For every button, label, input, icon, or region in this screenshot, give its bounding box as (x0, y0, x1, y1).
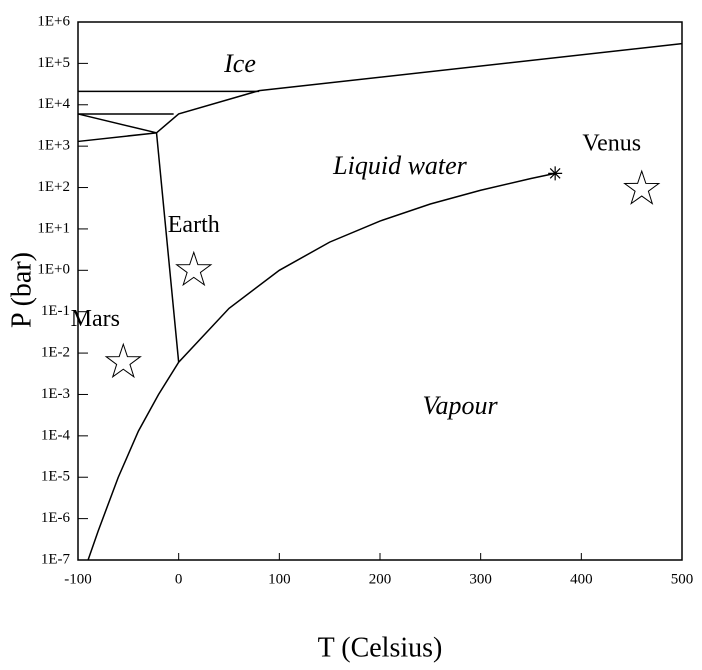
y-tick-label: 1E-6 (41, 510, 71, 526)
region-label: Vapour (422, 391, 498, 420)
critical-point (548, 166, 563, 181)
phase-boundary (77, 113, 157, 134)
x-tick-label: 0 (175, 571, 183, 587)
plot-frame (77, 21, 683, 561)
phase-boundary (155, 132, 180, 363)
y-tick-label: 1E+4 (37, 96, 70, 112)
planet-star (104, 342, 142, 379)
y-tick-label: 1E+1 (37, 220, 70, 236)
region-label: Ice (223, 49, 256, 78)
planet-label: Mars (71, 306, 120, 332)
y-tick-label: 1E+0 (37, 262, 70, 278)
y-tick-label: 1E-3 (41, 386, 70, 402)
y-tick-label: 1E-7 (41, 551, 71, 567)
y-tick-label: 1E+3 (37, 138, 70, 154)
x-tick-label: 500 (671, 571, 694, 587)
phase-boundary (77, 132, 157, 143)
x-tick-label: 200 (369, 571, 392, 587)
y-tick-label: 1E-4 (41, 427, 71, 443)
x-axis-title: T (Celsius) (318, 632, 443, 663)
x-tick-label: 100 (268, 571, 291, 587)
planet-label: Venus (582, 131, 641, 157)
planet-label: Earth (168, 212, 220, 238)
y-tick-label: 1E+5 (37, 55, 70, 71)
y-tick-label: 1E-5 (41, 469, 70, 485)
x-tick-label: 400 (570, 571, 593, 587)
planet-star (175, 250, 213, 287)
y-tick-label: 1E+2 (37, 179, 70, 195)
phase-boundary (87, 172, 556, 561)
y-tick-label: 1E-1 (41, 303, 70, 319)
y-axis-title: P (bar) (6, 252, 37, 328)
planet-star (623, 169, 661, 205)
y-tick-label: 1E-2 (41, 345, 70, 361)
phase-boundary (156, 42, 683, 134)
x-tick-label: 300 (469, 571, 492, 587)
region-label: Liquid water (332, 151, 468, 180)
x-tick-label: -100 (64, 571, 92, 587)
y-tick-label: 1E+6 (37, 13, 70, 29)
